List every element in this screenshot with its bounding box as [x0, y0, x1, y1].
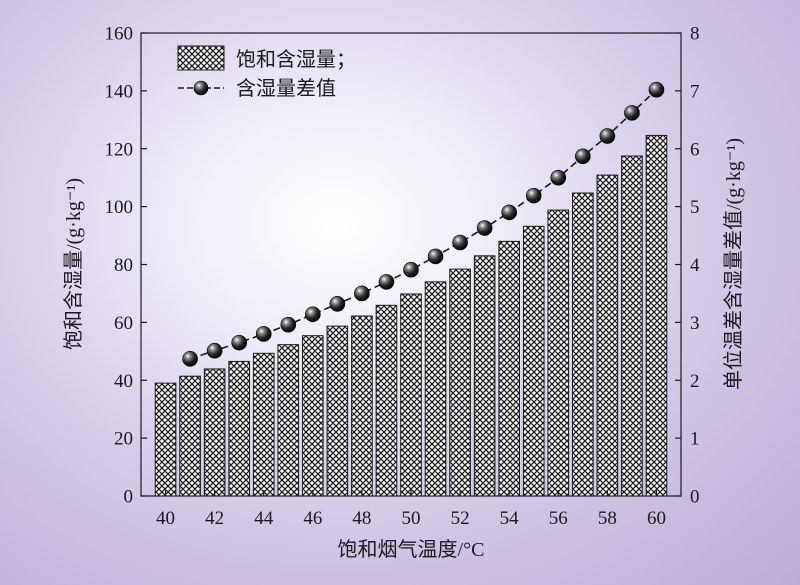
x-axis: 40 42 44 46 48 50 52 54 56 58 60	[156, 490, 666, 529]
line-point-47	[329, 296, 346, 312]
right-tick-label: 1	[690, 429, 700, 450]
x-tick-label: 46	[303, 508, 322, 529]
x-axis-title: 饱和烟气温度/°C	[338, 538, 485, 561]
bar-series	[154, 134, 668, 497]
left-tick-label: 140	[105, 81, 134, 102]
x-tick-label: 60	[647, 508, 666, 529]
left-tick-label: 20	[114, 429, 133, 450]
left-axis: 0 20 40 60 80 100 120 140 160	[105, 24, 147, 508]
line-point-52	[452, 234, 468, 251]
right-tick-label: 2	[690, 371, 700, 392]
line-series	[182, 81, 665, 367]
right-axis: 0 1 2 3 4 5 6 7 8	[675, 24, 700, 508]
bar-50	[400, 293, 422, 497]
bar-42	[203, 368, 226, 497]
legend-marker-icon	[193, 80, 209, 96]
x-tick-label: 48	[352, 508, 371, 529]
left-tick-label: 80	[114, 255, 133, 276]
line-point-51	[427, 248, 444, 265]
bar-53	[473, 255, 496, 497]
line-point-48	[354, 285, 370, 302]
bar-46	[302, 335, 324, 497]
bar-58	[596, 174, 619, 497]
bar-44	[252, 352, 275, 497]
line-point-56	[550, 169, 567, 186]
legend-line-label: 含湿量差值	[236, 77, 336, 100]
bar-52	[449, 268, 471, 497]
bar-60	[645, 134, 668, 497]
line-point-43	[231, 334, 247, 351]
line-point-53	[476, 220, 493, 236]
bar-49	[375, 304, 398, 497]
bar-54	[498, 240, 520, 497]
line-point-59	[624, 105, 640, 121]
line-point-54	[501, 204, 517, 221]
left-tick-label: 100	[105, 197, 134, 218]
line-point-50	[403, 261, 419, 278]
legend-bar-label: 饱和含湿量；	[236, 48, 356, 71]
right-tick-label: 7	[690, 81, 700, 102]
bar-47	[326, 325, 349, 497]
left-tick-label: 120	[105, 139, 134, 160]
bar-41	[179, 375, 201, 497]
left-tick-label: 0	[124, 487, 134, 508]
line-point-41	[182, 351, 198, 367]
x-tick-label: 56	[549, 508, 568, 529]
line-point-44	[255, 326, 272, 342]
right-tick-label: 6	[690, 139, 700, 160]
line-point-46	[305, 306, 321, 323]
line-point-58	[599, 128, 616, 144]
bar-55	[522, 225, 545, 497]
bar-45	[277, 344, 300, 497]
right-tick-label: 0	[690, 487, 700, 508]
bar-40	[154, 382, 177, 497]
left-tick-label: 40	[114, 371, 133, 392]
line-point-45	[280, 316, 297, 333]
right-axis-title: 单位温差含湿量差值/(g·kg⁻¹)	[722, 138, 745, 390]
x-tick-label: 44	[254, 508, 274, 529]
left-axis-title: 饱和含湿量/(g·kg⁻¹)	[62, 178, 85, 350]
right-tick-label: 8	[690, 24, 700, 45]
bar-59	[621, 155, 643, 497]
legend: 饱和含湿量； 含湿量差值	[177, 45, 356, 100]
x-tick-label: 40	[156, 508, 175, 529]
x-tick-label: 58	[598, 508, 617, 529]
bar-57	[572, 192, 594, 497]
x-tick-label: 42	[205, 508, 224, 529]
x-tick-label: 50	[402, 508, 421, 529]
legend-bar-swatch	[177, 45, 225, 71]
right-tick-label: 4	[690, 255, 700, 276]
bar-56	[547, 209, 570, 497]
left-tick-label: 160	[105, 24, 134, 45]
right-tick-label: 5	[690, 197, 700, 218]
line-point-57	[575, 148, 591, 165]
left-tick-label: 60	[114, 313, 133, 334]
line-point-60	[648, 81, 665, 98]
line-point-42	[206, 342, 223, 359]
x-tick-label: 54	[500, 508, 520, 529]
line-point-49	[378, 274, 395, 290]
x-tick-label: 52	[451, 508, 470, 529]
bar-48	[351, 315, 373, 497]
right-tick-label: 3	[690, 313, 700, 334]
bar-51	[424, 281, 447, 497]
line-point-55	[525, 187, 542, 204]
bar-43	[228, 360, 250, 497]
